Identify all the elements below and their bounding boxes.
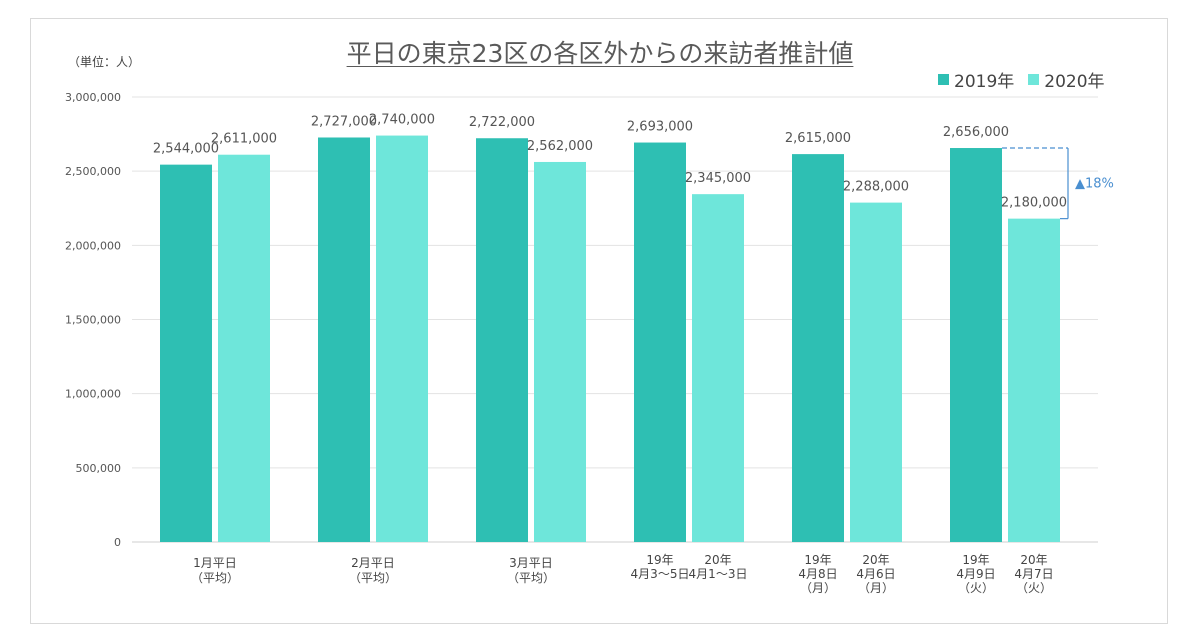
legend-label-2020: 2020年 xyxy=(1044,72,1105,92)
x-tick-label: 19年 xyxy=(804,553,831,567)
bar-2020 xyxy=(1008,218,1060,542)
data-label: 2,611,000 xyxy=(211,132,277,147)
legend-label-2019: 2019年 xyxy=(954,72,1015,92)
data-label: 2,722,000 xyxy=(469,115,535,130)
x-tick-label: （月） xyxy=(800,581,836,595)
data-label: 2,693,000 xyxy=(627,120,693,135)
data-label: 2,562,000 xyxy=(527,139,593,154)
x-tick-label: （平均） xyxy=(349,571,397,585)
x-tick-label: （火） xyxy=(1016,581,1052,595)
data-label: 2,727,000 xyxy=(311,114,377,129)
y-tick-label: 2,000,000 xyxy=(65,239,121,252)
x-tick-label: 4月6日 xyxy=(856,567,895,581)
x-tick-label: 20年 xyxy=(862,553,889,567)
data-label: 2,345,000 xyxy=(685,171,751,186)
x-tick-label: 2月平日 xyxy=(351,556,395,570)
y-tick-label: 500,000 xyxy=(76,462,122,475)
legend-item-2019: 2019年 xyxy=(938,67,1014,92)
x-tick-label: 19年 xyxy=(962,553,989,567)
data-label: 2,656,000 xyxy=(943,125,1009,140)
x-tick-label: 4月9日 xyxy=(956,567,995,581)
bar-2019 xyxy=(318,137,370,542)
bar-2020 xyxy=(850,202,902,542)
x-tick-label: 19年 xyxy=(646,553,673,567)
bar-2020 xyxy=(376,135,428,543)
data-label: 2,288,000 xyxy=(843,180,909,195)
bar-2019 xyxy=(792,154,844,542)
y-tick-label: 2,500,000 xyxy=(65,165,121,178)
x-tick-label: 1月平日 xyxy=(193,556,237,570)
y-tick-label: 1,500,000 xyxy=(65,314,121,327)
x-tick-label: 4月3～5日 xyxy=(631,567,690,581)
y-tick-label: 1,000,000 xyxy=(65,388,121,401)
x-tick-label: 4月7日 xyxy=(1014,567,1053,581)
x-tick-label: 4月1～3日 xyxy=(689,567,748,581)
bar-2019 xyxy=(950,148,1002,542)
data-label: 2,615,000 xyxy=(785,131,851,146)
x-tick-label: 20年 xyxy=(704,553,731,567)
data-label: 2,544,000 xyxy=(153,142,219,157)
x-tick-label: （火） xyxy=(958,581,994,595)
data-label: 2,740,000 xyxy=(369,113,435,128)
chart-title: 平日の東京23区の各区外からの来訪者推計値 xyxy=(346,39,854,68)
unit-label: （単位：人） xyxy=(68,55,141,69)
bar-2019 xyxy=(160,164,212,542)
y-tick-label: 0 xyxy=(114,536,121,549)
bar-2019 xyxy=(634,142,686,542)
bar-2019 xyxy=(476,138,528,542)
annotation-label: ▲18% xyxy=(1075,176,1114,191)
x-tick-label: 20年 xyxy=(1020,553,1047,567)
x-tick-label: 4月8日 xyxy=(798,567,837,581)
legend-swatch-2019 xyxy=(938,74,949,85)
x-tick-label: 3月平日 xyxy=(509,556,553,570)
bar-2020 xyxy=(218,154,270,542)
x-tick-label: （平均） xyxy=(191,571,239,585)
bar-2020 xyxy=(692,194,744,543)
x-tick-label: （平均） xyxy=(507,571,555,585)
legend-swatch-2020 xyxy=(1028,74,1040,85)
data-label: 2,180,000 xyxy=(1001,196,1067,211)
legend: 2019年 2020年 xyxy=(938,67,1105,92)
y-tick-label: 3,000,000 xyxy=(65,91,121,104)
legend-item-2020: 2020年 xyxy=(1028,67,1105,92)
x-tick-label: （月） xyxy=(858,581,894,595)
bar-2020 xyxy=(534,161,586,542)
